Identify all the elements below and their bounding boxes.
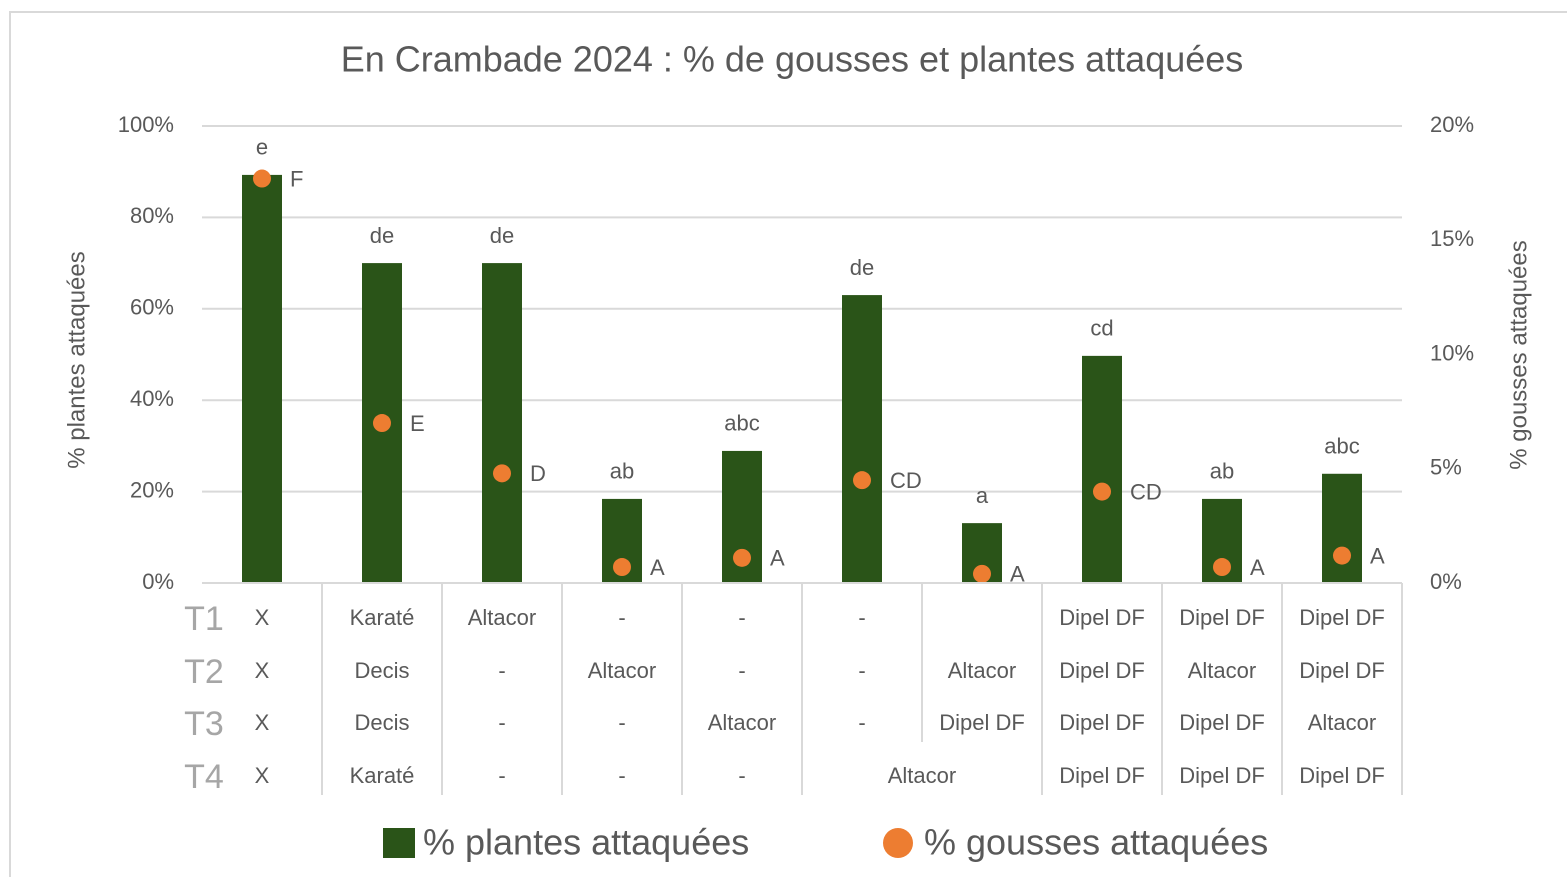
y-tick-label: 20% — [130, 477, 174, 502]
dot-letter: A — [1370, 543, 1385, 568]
table-cell: X — [255, 658, 270, 683]
table-cell: Dipel DF — [1179, 763, 1265, 788]
table-cell: Karaté — [350, 605, 415, 630]
bar — [842, 295, 882, 583]
legend-swatch — [383, 828, 415, 858]
y2-tick-label: 0% — [1430, 569, 1462, 594]
dot — [973, 564, 991, 583]
bar — [1322, 473, 1362, 583]
table-cell: X — [255, 605, 270, 630]
table-cell: Altacor — [708, 710, 776, 735]
y2-tick-label: 20% — [1430, 112, 1474, 137]
bar-letter: abc — [1324, 434, 1359, 459]
table-cell: Dipel DF — [1299, 763, 1385, 788]
table-cell: Dipel DF — [1059, 658, 1145, 683]
y-tick-label: 100% — [118, 112, 174, 137]
dot — [1213, 558, 1231, 577]
bar-letter: e — [256, 135, 268, 160]
dot — [373, 414, 391, 433]
row-label: T2 — [184, 653, 224, 691]
dot — [253, 169, 271, 188]
dot-letter: A — [1250, 555, 1265, 580]
row-label: T3 — [184, 705, 224, 743]
table-cell: Altacor — [468, 605, 536, 630]
bar-letter: de — [490, 223, 514, 248]
y-tick-label: 0% — [142, 569, 174, 594]
table-cell: - — [498, 710, 505, 735]
table-cell: Altacor — [888, 763, 956, 788]
table-cell: Dipel DF — [1299, 605, 1385, 630]
table-cell: Altacor — [588, 658, 656, 683]
legend-label: % gousses attaquées — [924, 822, 1268, 863]
bar — [242, 174, 282, 584]
table-cell: - — [618, 605, 625, 630]
legend-swatch — [883, 828, 913, 858]
table-cell: - — [498, 658, 505, 683]
y2-tick-label: 5% — [1430, 455, 1462, 480]
table-cell: - — [738, 658, 745, 683]
dot — [853, 471, 871, 490]
bar-letter: de — [850, 255, 874, 280]
dot-letter: A — [1010, 562, 1025, 587]
table-cell: Dipel DF — [939, 710, 1025, 735]
dot-letter: CD — [1130, 479, 1162, 504]
y-tick-label: 40% — [130, 386, 174, 411]
dot — [613, 558, 631, 577]
table-cell: Decis — [354, 710, 409, 735]
table-cell: - — [738, 763, 745, 788]
table-cell: X — [255, 763, 270, 788]
bar-letter: ab — [610, 459, 634, 484]
dot-letter: A — [650, 555, 665, 580]
table-cell: - — [858, 658, 865, 683]
table-cell: Decis — [354, 658, 409, 683]
legend-label: % plantes attaquées — [423, 822, 749, 863]
table-cell: - — [618, 710, 625, 735]
table-cell: Dipel DF — [1059, 710, 1145, 735]
table-cell: Altacor — [1188, 658, 1256, 683]
bar-letter: ab — [1210, 459, 1234, 484]
bar — [482, 263, 522, 583]
bar-letter: a — [976, 483, 989, 508]
dot-letter: D — [530, 461, 546, 486]
bar-letter: cd — [1090, 316, 1113, 341]
y2-axis-title: % gousses attaquées — [1505, 240, 1532, 470]
y2-tick-label: 10% — [1430, 340, 1474, 365]
row-label: T1 — [184, 600, 224, 638]
dot — [733, 548, 751, 567]
dot-letter: CD — [890, 468, 922, 493]
table-cell: Dipel DF — [1179, 605, 1265, 630]
table-cell: - — [498, 763, 505, 788]
table-cell: Dipel DF — [1179, 710, 1265, 735]
dot — [493, 464, 511, 483]
table-cell: - — [858, 710, 865, 735]
table-cell: Karaté — [350, 763, 415, 788]
y-tick-label: 60% — [130, 295, 174, 320]
dot-letter: E — [410, 411, 425, 436]
table-cell: - — [618, 763, 625, 788]
dot — [1093, 482, 1111, 501]
table-cell: - — [738, 605, 745, 630]
table-cell: - — [858, 605, 865, 630]
table-cell: Altacor — [1308, 710, 1376, 735]
dot-letter: A — [770, 546, 785, 571]
dot-letter: F — [290, 166, 303, 191]
bar-letter: abc — [724, 411, 759, 436]
y-axis-title: % plantes attaquées — [63, 251, 90, 469]
y2-tick-label: 15% — [1430, 226, 1474, 251]
table-cell: X — [255, 710, 270, 735]
table-cell: Dipel DF — [1059, 763, 1145, 788]
bar — [1082, 355, 1122, 583]
row-label: T4 — [184, 758, 224, 796]
table-cell: Altacor — [948, 658, 1016, 683]
table-cell: Dipel DF — [1299, 658, 1385, 683]
bar-letter: de — [370, 223, 394, 248]
y-tick-label: 80% — [130, 203, 174, 228]
chart-title: En Crambade 2024 : % de gousses et plant… — [341, 39, 1244, 80]
dot — [1333, 546, 1351, 565]
table-cell: Dipel DF — [1059, 605, 1145, 630]
